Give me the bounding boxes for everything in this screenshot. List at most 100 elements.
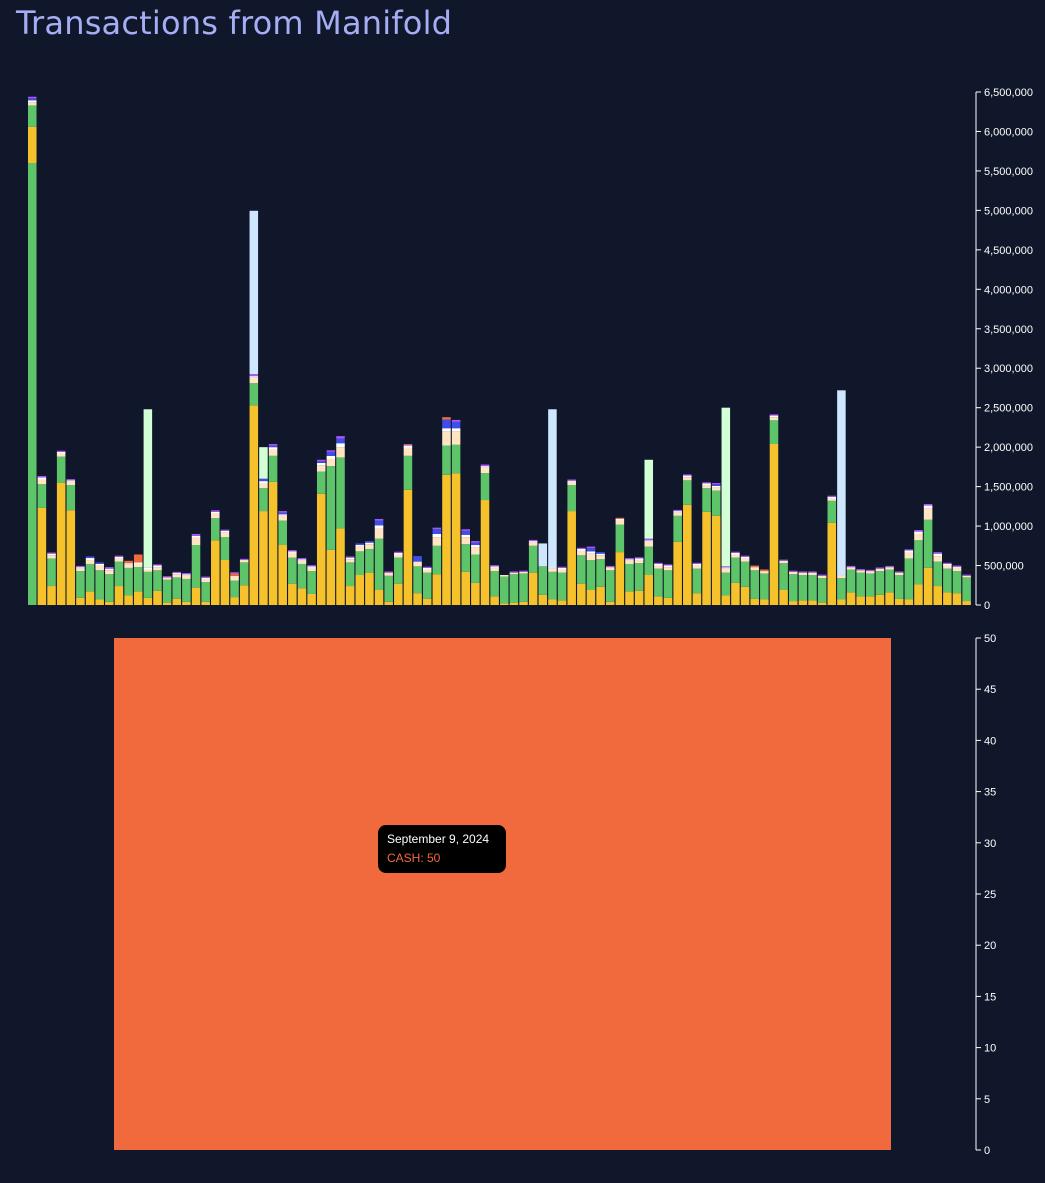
bar-stack[interactable] bbox=[182, 573, 191, 605]
bar-stack[interactable] bbox=[316, 459, 326, 605]
bar-stack[interactable] bbox=[711, 483, 721, 605]
bar-stack[interactable] bbox=[577, 547, 586, 605]
bar-stack[interactable] bbox=[808, 571, 817, 605]
bar-stack[interactable] bbox=[201, 576, 210, 605]
bar-stack[interactable] bbox=[605, 565, 615, 605]
bar-stack[interactable] bbox=[220, 529, 230, 605]
bar-stack[interactable] bbox=[866, 569, 875, 605]
bar-stack[interactable] bbox=[596, 552, 605, 605]
bar-stack[interactable] bbox=[509, 571, 519, 605]
bar-stack[interactable] bbox=[798, 571, 808, 605]
bar-stack[interactable] bbox=[288, 550, 297, 605]
bar-stack[interactable] bbox=[750, 565, 759, 605]
bar-stack[interactable] bbox=[702, 482, 711, 605]
bar-stack[interactable] bbox=[856, 569, 865, 605]
bar-stack[interactable] bbox=[683, 474, 692, 605]
bar-stack[interactable] bbox=[740, 555, 750, 605]
bar-stack[interactable] bbox=[394, 551, 403, 605]
bar-stack[interactable] bbox=[644, 459, 654, 605]
bar-stack[interactable] bbox=[345, 556, 355, 605]
bar-stack[interactable] bbox=[85, 556, 95, 605]
bar-stack[interactable] bbox=[133, 554, 143, 605]
bar-stack[interactable] bbox=[442, 417, 451, 605]
bar-stack[interactable] bbox=[230, 572, 239, 605]
bar-stack[interactable] bbox=[943, 562, 952, 605]
bar-stack[interactable] bbox=[365, 541, 374, 605]
bar-stack[interactable] bbox=[355, 543, 365, 605]
bar-stack[interactable] bbox=[422, 566, 432, 605]
bar-stack[interactable] bbox=[413, 556, 422, 605]
bar-stack[interactable] bbox=[962, 574, 971, 605]
bar-stack[interactable] bbox=[37, 475, 47, 605]
bar-stack[interactable] bbox=[837, 390, 846, 605]
bar-stack[interactable] bbox=[654, 562, 663, 605]
bar-stack[interactable] bbox=[114, 555, 124, 605]
bar-stack[interactable] bbox=[268, 444, 278, 605]
bar-stack[interactable] bbox=[586, 546, 596, 605]
bar-stack[interactable] bbox=[634, 557, 644, 605]
bar-stack[interactable] bbox=[471, 541, 480, 605]
bar-stack[interactable] bbox=[480, 464, 490, 605]
bar-stack[interactable] bbox=[249, 210, 259, 605]
bar-stack[interactable] bbox=[451, 419, 461, 605]
bar-stack[interactable] bbox=[162, 576, 172, 605]
bar-stack[interactable] bbox=[105, 567, 114, 605]
bar-stack[interactable] bbox=[625, 558, 634, 605]
bar-stack[interactable] bbox=[124, 560, 133, 605]
bar-stack[interactable] bbox=[673, 509, 682, 605]
bar-stack[interactable] bbox=[817, 574, 827, 605]
bar-stack[interactable] bbox=[336, 436, 345, 605]
bar-stack[interactable] bbox=[894, 571, 904, 605]
bar-stack[interactable] bbox=[904, 549, 914, 605]
bar-stack[interactable] bbox=[76, 565, 85, 605]
bar-stack[interactable] bbox=[721, 407, 731, 605]
bar-stack[interactable] bbox=[788, 570, 798, 605]
bar-stack[interactable] bbox=[259, 447, 268, 605]
bar-stack[interactable] bbox=[28, 96, 37, 605]
bar-stack[interactable] bbox=[567, 479, 576, 605]
bar-stack[interactable] bbox=[143, 409, 153, 605]
bar-stack[interactable] bbox=[663, 564, 673, 605]
cash-bar-chart[interactable]: 0 5 10 15 20 25 30 35 40 45 50 bbox=[0, 628, 1045, 1168]
bar-stack[interactable] bbox=[172, 571, 182, 605]
bar-stack[interactable] bbox=[615, 517, 625, 605]
bar-stack[interactable] bbox=[278, 511, 287, 605]
bar-stack[interactable] bbox=[239, 558, 249, 605]
bar-stack[interactable] bbox=[731, 551, 740, 605]
bar-stack[interactable] bbox=[297, 558, 307, 605]
bar-stack[interactable] bbox=[827, 495, 837, 605]
bar-stack[interactable] bbox=[875, 567, 885, 605]
bar-stack[interactable] bbox=[490, 565, 499, 605]
bar-stack[interactable] bbox=[56, 450, 66, 605]
bar-stack[interactable] bbox=[557, 566, 567, 605]
bar-stack[interactable] bbox=[933, 552, 942, 605]
bar-stack[interactable] bbox=[384, 571, 393, 605]
bar-stack[interactable] bbox=[885, 565, 894, 605]
bar-stack[interactable] bbox=[95, 562, 104, 605]
transactions-stacked-bar-chart[interactable]: 0 500,000 1,000,000 1,500,000 2,000,000 2,500… bbox=[0, 80, 1045, 620]
bar-stack[interactable] bbox=[846, 565, 856, 605]
bar-stack[interactable] bbox=[769, 414, 779, 605]
bar-stack[interactable] bbox=[692, 562, 702, 605]
bar-stack[interactable] bbox=[307, 565, 316, 605]
bar-stack[interactable] bbox=[779, 559, 788, 605]
bar-stack[interactable] bbox=[153, 564, 162, 605]
bar-stack[interactable] bbox=[914, 530, 923, 605]
cash-bar[interactable] bbox=[114, 638, 891, 1150]
bar-stack[interactable] bbox=[403, 444, 413, 605]
bar-stack[interactable] bbox=[760, 569, 769, 605]
bar-stack[interactable] bbox=[432, 527, 442, 605]
bar-stack[interactable] bbox=[211, 510, 220, 605]
bar-stack[interactable] bbox=[519, 570, 528, 605]
bar-stack[interactable] bbox=[923, 503, 933, 605]
bar-stack[interactable] bbox=[528, 539, 538, 605]
bar-stack[interactable] bbox=[952, 565, 962, 605]
bar-stack[interactable] bbox=[548, 409, 557, 605]
bar-stack[interactable] bbox=[326, 450, 336, 605]
bar-stack[interactable] bbox=[374, 518, 384, 605]
bar-stack[interactable] bbox=[66, 479, 76, 605]
bar-stack[interactable] bbox=[47, 552, 56, 605]
bar-stack[interactable] bbox=[191, 533, 201, 605]
bar-stack[interactable] bbox=[461, 529, 470, 605]
bar-stack[interactable] bbox=[500, 575, 509, 605]
